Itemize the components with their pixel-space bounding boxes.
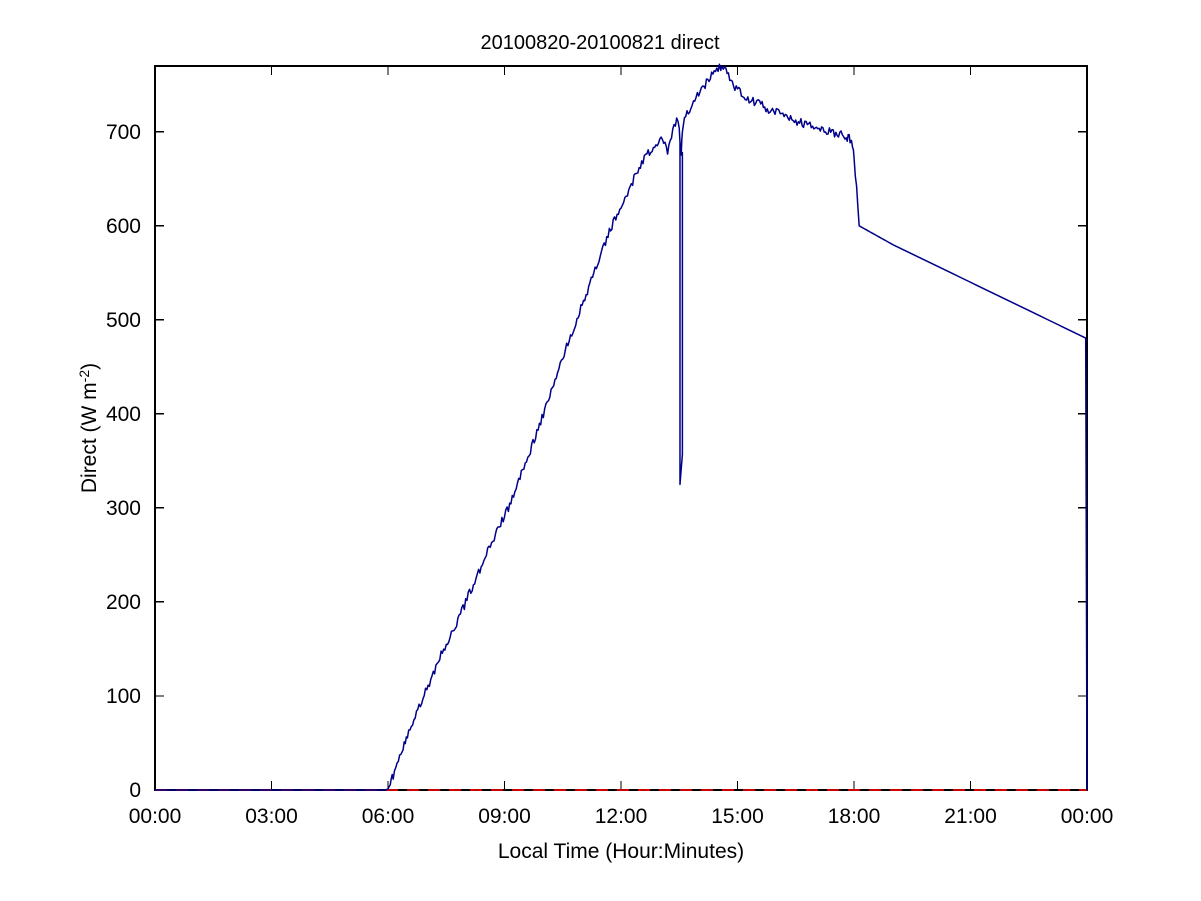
x-tick-label: 00:00 (129, 805, 182, 828)
x-tick-label: 09:00 (478, 805, 531, 828)
x-axis-tick-labels: 00:00 03:00 06:00 09:00 12:00 15:00 18:00 21:00… (129, 805, 1114, 828)
y-tick-label: 500 (106, 309, 141, 332)
y-tick-label: 100 (106, 685, 141, 708)
x-tick-label: 03:00 (245, 805, 298, 828)
y-tick-label: 400 (106, 403, 141, 426)
direct-irradiance-series (155, 63, 1088, 791)
x-tick-label: 12:00 (595, 805, 648, 828)
x-tick-label: 00:00 (1061, 805, 1114, 828)
y-axis-title: Direct (W m-2) (76, 363, 101, 493)
y-tick-label: 700 (106, 121, 141, 144)
y-axis-title-close: ) (78, 363, 101, 370)
x-tick-label: 15:00 (711, 805, 764, 828)
y-tick-label: 0 (129, 779, 141, 802)
y-axis-title-exponent: -2 (76, 370, 92, 383)
y-tick-label: 600 (106, 215, 141, 238)
y-axis-tick-labels: 0 100 200 300 400 500 600 700 (106, 121, 141, 802)
y-axis-title-main: Direct (W m (78, 382, 101, 493)
x-axis-title: Local Time (Hour:Minutes) (498, 840, 744, 863)
x-tick-label: 21:00 (944, 805, 997, 828)
y-tick-label: 200 (106, 591, 141, 614)
svg-text:Direct (W m-2): Direct (W m-2) (76, 363, 101, 493)
x-tick-label: 06:00 (362, 805, 415, 828)
x-tick-label: 18:00 (828, 805, 881, 828)
chart-title: 20100820-20100821 direct (480, 32, 720, 54)
y-tick-label: 300 (106, 497, 141, 520)
